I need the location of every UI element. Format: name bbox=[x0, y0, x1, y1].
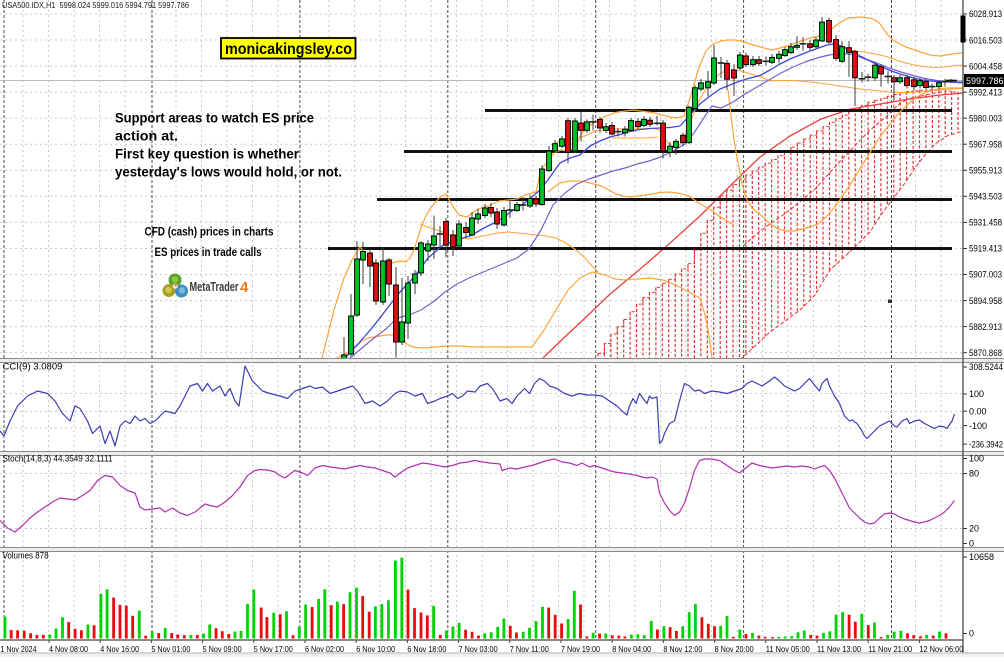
svg-text:MetaTrader: MetaTrader bbox=[190, 280, 239, 294]
svg-text:0: 0 bbox=[969, 629, 974, 639]
svg-text:action at.: action at. bbox=[115, 129, 178, 144]
svg-text:80: 80 bbox=[969, 469, 979, 479]
svg-text:5919.413: 5919.413 bbox=[969, 244, 1002, 254]
svg-text:6 Nov 18:00: 6 Nov 18:00 bbox=[407, 644, 446, 654]
svg-text:6004.458: 6004.458 bbox=[969, 61, 1002, 71]
svg-text:5931.458: 5931.458 bbox=[969, 218, 1002, 228]
svg-text:Support areas to watch ES pric: Support areas to watch ES price bbox=[115, 111, 314, 126]
svg-text:1 Nov 2024: 1 Nov 2024 bbox=[1, 644, 37, 654]
svg-text:7 Nov 03:00: 7 Nov 03:00 bbox=[459, 644, 498, 654]
svg-text:6 Nov 10:00: 6 Nov 10:00 bbox=[356, 644, 395, 654]
svg-text:5943.503: 5943.503 bbox=[969, 192, 1002, 202]
svg-text:5980.003: 5980.003 bbox=[969, 113, 1002, 123]
svg-text:4 Nov 16:00: 4 Nov 16:00 bbox=[100, 644, 139, 654]
svg-text:11 Nov 05:00: 11 Nov 05:00 bbox=[766, 644, 810, 654]
svg-text:ES prices in trade calls: ES prices in trade calls bbox=[155, 247, 262, 259]
svg-text:USA500.IDX,H1 5998.024 5999.0: USA500.IDX,H1 5998.024 5999.016 5994.791… bbox=[2, 0, 189, 10]
svg-text:5992.413: 5992.413 bbox=[969, 87, 1002, 97]
svg-text:5967.958: 5967.958 bbox=[969, 139, 1002, 149]
svg-text:CFD (cash) prices in charts: CFD (cash) prices in charts bbox=[145, 227, 274, 239]
svg-text:4: 4 bbox=[240, 279, 249, 296]
svg-text:11 Nov 13:00: 11 Nov 13:00 bbox=[817, 644, 861, 654]
svg-text:5882.913: 5882.913 bbox=[969, 322, 1002, 332]
svg-text:5 Nov 09:00: 5 Nov 09:00 bbox=[203, 644, 242, 654]
svg-text:8 Nov 12:00: 8 Nov 12:00 bbox=[663, 644, 702, 654]
svg-text:7 Nov 11:00: 7 Nov 11:00 bbox=[510, 644, 549, 654]
svg-text:10658: 10658 bbox=[969, 552, 994, 562]
svg-text:5870.868: 5870.868 bbox=[969, 348, 1002, 358]
svg-text:8 Nov 04:00: 8 Nov 04:00 bbox=[612, 644, 651, 654]
svg-text:5 Nov 17:00: 5 Nov 17:00 bbox=[254, 644, 293, 654]
svg-text:6028.913: 6028.913 bbox=[969, 9, 1002, 19]
svg-text:20: 20 bbox=[969, 524, 979, 534]
svg-text:11 Nov 21:00: 11 Nov 21:00 bbox=[868, 644, 912, 654]
svg-text:100: 100 bbox=[969, 389, 984, 399]
svg-text:5907.003: 5907.003 bbox=[969, 270, 1002, 280]
svg-text:0.00: 0.00 bbox=[969, 406, 987, 416]
svg-text:Stoch(14,8,3) 44.3549 32.1111: Stoch(14,8,3) 44.3549 32.1111 bbox=[3, 454, 113, 464]
svg-text:308.5244: 308.5244 bbox=[969, 362, 1003, 372]
svg-text:12 Nov 06:00: 12 Nov 06:00 bbox=[919, 644, 963, 654]
svg-text:CCI(9) 3.0809: CCI(9) 3.0809 bbox=[3, 362, 63, 372]
svg-text:5 Nov 01:00: 5 Nov 01:00 bbox=[151, 644, 190, 654]
svg-text:monicakingsley.co: monicakingsley.co bbox=[225, 41, 352, 58]
svg-text:First key question is whether: First key question is whether bbox=[115, 147, 300, 162]
svg-text:7 Nov 19:00: 7 Nov 19:00 bbox=[561, 644, 600, 654]
svg-text:Volumes 878: Volumes 878 bbox=[3, 551, 49, 561]
svg-text:8 Nov 20:00: 8 Nov 20:00 bbox=[715, 644, 754, 654]
svg-text:4 Nov 08:00: 4 Nov 08:00 bbox=[49, 644, 88, 654]
svg-text:100: 100 bbox=[969, 454, 984, 464]
svg-text:5955.913: 5955.913 bbox=[969, 166, 1002, 176]
svg-text:5894.958: 5894.958 bbox=[969, 296, 1002, 306]
svg-text:-100: -100 bbox=[969, 421, 987, 431]
svg-text:0: 0 bbox=[969, 539, 974, 549]
svg-text:-236.3942: -236.3942 bbox=[969, 439, 1003, 449]
svg-text:6 Nov 02:00: 6 Nov 02:00 bbox=[305, 644, 344, 654]
svg-text:6016.503: 6016.503 bbox=[969, 35, 1002, 45]
svg-text:5997.786: 5997.786 bbox=[966, 76, 1004, 86]
svg-text:yesterday's lows would hold, o: yesterday's lows would hold, or not. bbox=[115, 165, 342, 180]
